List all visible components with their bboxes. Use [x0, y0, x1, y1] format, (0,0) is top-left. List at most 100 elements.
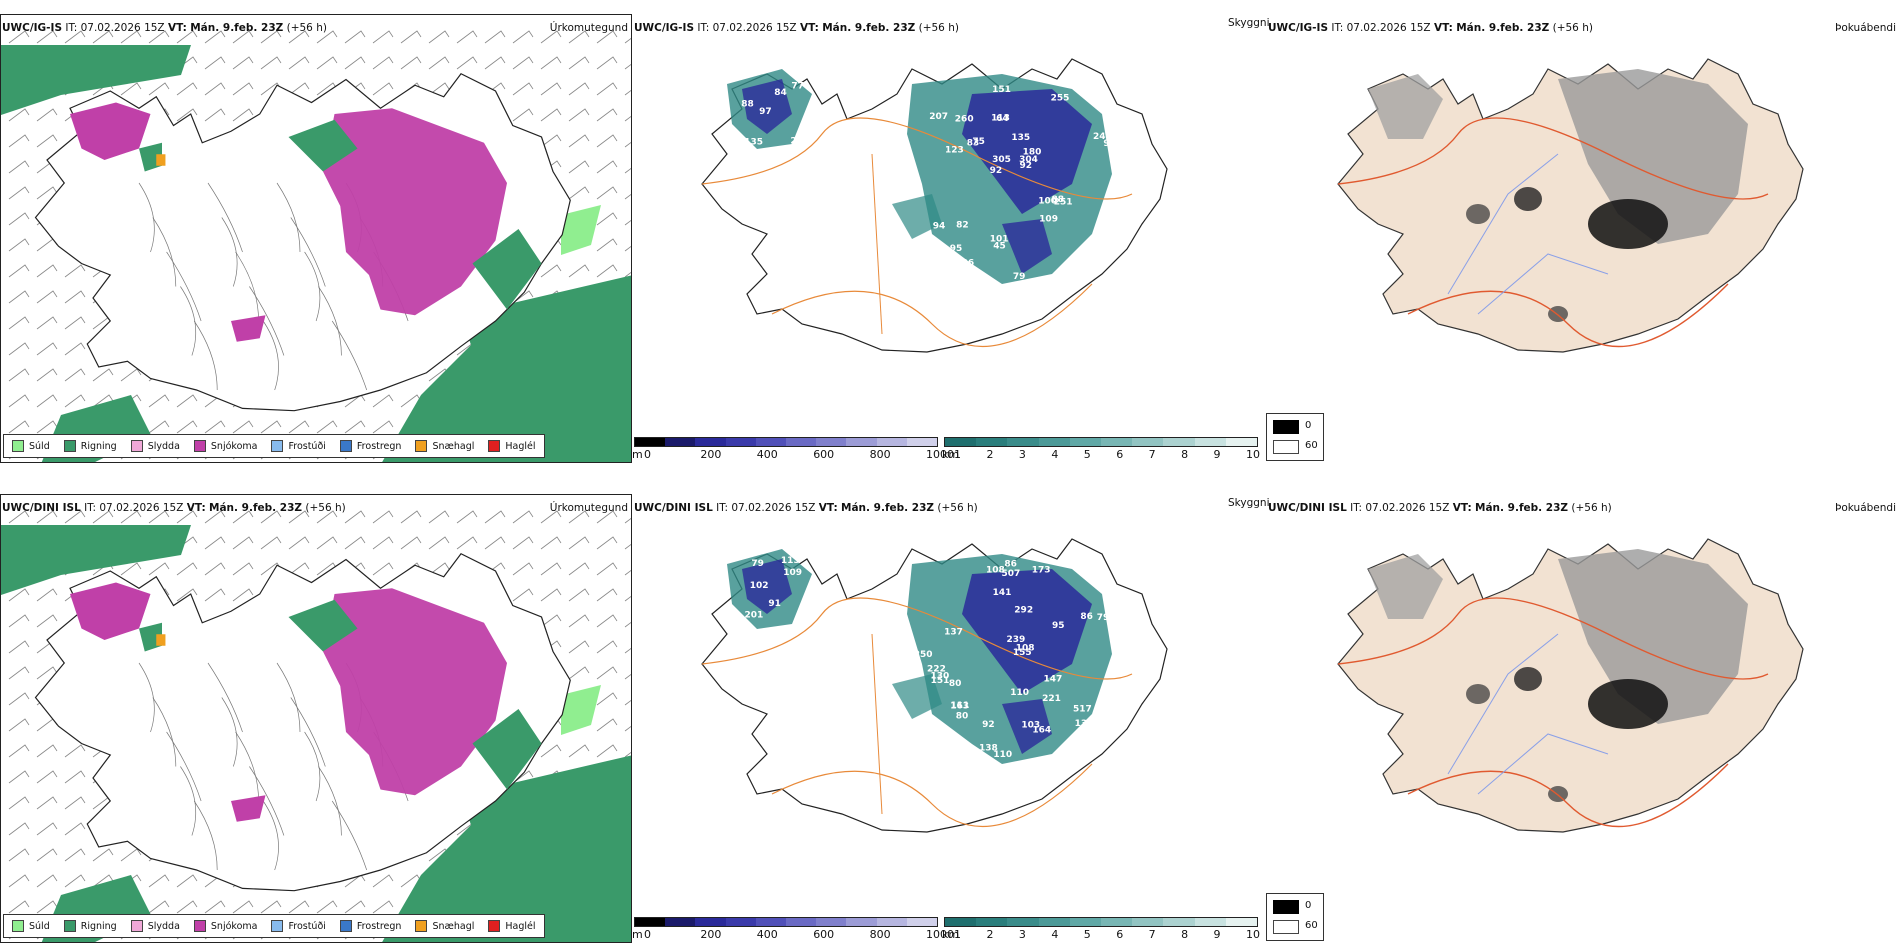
precip-header: UWC/IG-IS IT: 07.02.2026 15Z VT: Mán. 9.…	[2, 22, 327, 34]
cloud-base-label: 164	[1032, 726, 1051, 736]
cloud-base-label: 116	[920, 265, 939, 275]
cloud-base-label: 110	[993, 750, 1012, 760]
legend-swatch	[193, 920, 206, 932]
cloud-base-label: 240	[1087, 239, 1106, 249]
cloud-base-label: 80	[949, 679, 962, 689]
precip-type-panel: Súld Rigning Slydda Snjókoma Frostúði Frostre…	[0, 494, 632, 943]
cloud-base-label: 239	[1006, 635, 1025, 645]
legend-swatch	[415, 440, 428, 452]
cloud-base-label: 111	[950, 701, 969, 711]
cloud-base-label: 173	[1032, 566, 1051, 576]
fog-index-panel	[1268, 14, 1900, 463]
row-top: Súld Rigning Slydda Snjókoma Frostúði Frostre…	[0, 14, 1900, 463]
visibility-colorbar: km 1 2 3 4 5 6 7 8 9 10	[942, 437, 1262, 463]
precip-legend-item: Slydda	[130, 920, 180, 932]
colorbar-tick: 200	[700, 928, 722, 941]
colorbar-tick: 0	[644, 448, 651, 461]
fog-map	[1337, 538, 1804, 833]
precip-map	[1, 510, 631, 942]
cloud-base-label: 517	[1073, 704, 1092, 714]
cloud-base-label: 75	[972, 137, 985, 147]
colorbar-tick: 5	[1083, 448, 1091, 461]
cloud-base-label: 92	[1019, 161, 1032, 171]
legend-swatch	[130, 440, 143, 452]
precip-legend-item: Snjókoma	[193, 920, 258, 932]
colorbar-tick: 7	[1148, 928, 1156, 941]
fog-title: Þokuábendi	[1835, 502, 1896, 514]
fog-map	[1337, 58, 1804, 353]
colorbar-tick: 400	[756, 928, 778, 941]
cloud-base-label: 110	[1010, 688, 1029, 698]
cloud-base-label: 305	[992, 155, 1011, 165]
cloud-base-label: 207	[929, 112, 948, 122]
legend-swatch	[130, 920, 143, 932]
legend-label: Rigning	[80, 920, 117, 932]
precip-legend-item: Súld	[12, 440, 50, 452]
fog-legend: 0 60	[1266, 893, 1324, 941]
colorbar-tick: 4	[1051, 448, 1059, 461]
cloud-base-label: 130	[1075, 719, 1094, 729]
legend-label: Haglél	[505, 440, 536, 452]
legend-label: Súld	[29, 440, 50, 452]
cloud-base-label: 92	[990, 166, 1003, 176]
cloud-base-label: 130	[931, 671, 950, 681]
cloud-base-label: 88	[741, 100, 754, 110]
cloud-base-label: 79	[751, 559, 764, 569]
precip-title: Úrkomutegund	[549, 22, 628, 34]
cloud-base-label: 260	[955, 114, 974, 124]
legend-label: Súld	[29, 920, 50, 932]
cloud-base-label: 80	[956, 711, 969, 721]
cloud-base-label: 507	[1001, 569, 1020, 579]
cloud-base-label: 250	[914, 650, 933, 660]
precip-legend-item: Rigning	[63, 920, 117, 932]
colorbar-tick: 4	[1051, 928, 1059, 941]
legend-swatch	[12, 440, 24, 452]
cloud-base-label: 151	[992, 85, 1011, 95]
cloud-base-colorbar: m 0 200 400 600 800 1000	[632, 917, 954, 943]
legend-swatch	[193, 440, 206, 452]
visibility-bar	[944, 437, 1258, 447]
colorbar-tick: 1000	[926, 448, 954, 461]
cloud-header: UWC/IG-IS IT: 07.02.2026 15Z VT: Mán. 9.…	[634, 22, 959, 34]
cloud-base-label: 155	[1013, 648, 1032, 658]
legend-label: Slydda	[147, 920, 180, 932]
cloud-base-label: 100	[1038, 196, 1057, 206]
cloud-base-label: 246	[1093, 132, 1112, 142]
cloud-base-label: 92	[982, 720, 995, 730]
colorbar-tick: 8	[1181, 448, 1189, 461]
cloud-base-label: 304	[1019, 155, 1038, 165]
colorbar-tick: 1	[954, 928, 961, 941]
cloud-base-label: 108	[986, 565, 1005, 575]
colorbar-tick: 2	[986, 928, 994, 941]
legend-swatch	[63, 920, 76, 932]
legend-label: Snjókoma	[210, 920, 258, 932]
cloud-base-label: 82	[956, 220, 969, 230]
fog-legend: 0 60	[1266, 413, 1324, 461]
cloud-visibility-map: 2011137910991102801118695222862211551101…	[701, 538, 1168, 833]
cloud-visibility-map: 2348877978413511313594751319564180251207…	[701, 58, 1168, 353]
visibility-colorbar: km 1 2 3 4 5 6 7 8 9 10	[942, 917, 1262, 943]
cloud-base-label: 180	[1023, 147, 1042, 157]
cloud-base-label: 113	[991, 114, 1010, 124]
cloud-base-label: 141	[993, 588, 1012, 598]
precip-legend-item: Rigning	[63, 440, 117, 452]
precip-legend-item: Haglél	[488, 920, 536, 932]
colorbar-tick: 10	[1246, 928, 1260, 941]
colorbar-tick: 6	[1116, 448, 1124, 461]
cloud-base-label: 234	[790, 136, 809, 146]
precip-header: UWC/DINI ISL IT: 07.02.2026 15Z VT: Mán.…	[2, 502, 346, 514]
cloud-base-label: 94	[933, 222, 946, 232]
cloud-base-label: 136	[955, 258, 974, 268]
colorbar-tick: 3	[1018, 448, 1026, 461]
precip-title: Úrkomutegund	[549, 502, 628, 514]
cloud-base-label: 108	[1016, 644, 1035, 654]
cloud-base-label: 102	[750, 581, 769, 591]
colorbar-tick: 7	[1148, 448, 1156, 461]
legend-swatch	[339, 440, 352, 452]
fog-header: UWC/DINI ISL IT: 07.02.2026 15Z VT: Mán.…	[1268, 502, 1612, 514]
colorbar-tick: 2	[986, 448, 994, 461]
legend-label: Slydda	[147, 440, 180, 452]
colorbar-tick: 600	[813, 448, 835, 461]
cloud-base-label: 64	[996, 114, 1009, 124]
legend-label: Frostregn	[356, 920, 402, 932]
